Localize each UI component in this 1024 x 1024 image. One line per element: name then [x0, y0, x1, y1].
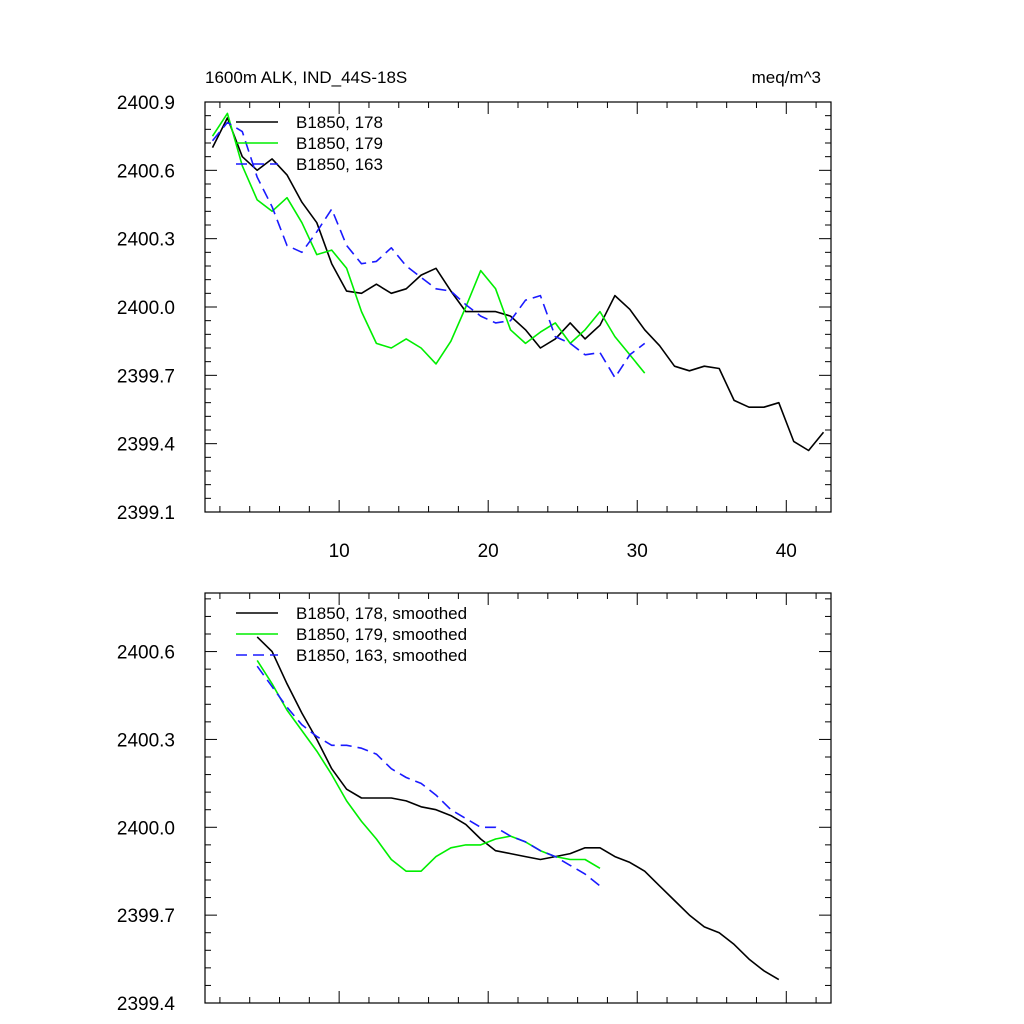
y-tick-label: 2400.0: [117, 298, 175, 319]
series-line-1: [211, 117, 825, 452]
y-tick-label: 2399.7: [117, 366, 175, 387]
series-line-3: [256, 665, 601, 887]
units-label: meq/m^3: [752, 68, 821, 87]
top-panel: 1600m ALK, IND_44S-18S meq/m^3 2399.1 2399.…: [117, 68, 832, 562]
x-tick-label: 20: [478, 541, 499, 562]
legend-label: B1850, 179: [296, 134, 383, 153]
y-tick-label: 2400.6: [117, 161, 175, 182]
series-line-3: [211, 121, 646, 379]
legend-label: B1850, 163, smoothed: [296, 646, 467, 665]
series-line-2: [211, 112, 646, 374]
x-tick-label: 40: [776, 541, 797, 562]
y-tick-label: 2400.9: [117, 93, 175, 114]
y-tick-label: 2399.1: [117, 503, 175, 524]
y-tick-label: 2400.3: [117, 230, 175, 251]
x-tick-label: 30: [627, 541, 648, 562]
y-tick-label: 2400.6: [117, 643, 175, 664]
chart-title: 1600m ALK, IND_44S-18S: [205, 68, 407, 87]
series-line-1: [256, 636, 780, 981]
y-tick-label: 2399.4: [117, 994, 176, 1015]
series-line-2: [256, 659, 601, 873]
y-tick-label: 2400.0: [117, 818, 175, 839]
y-tick-label: 2399.7: [117, 906, 175, 927]
y-tick-label: 2400.3: [117, 730, 175, 751]
legend-label: B1850, 179, smoothed: [296, 625, 467, 644]
bottom-panel: 2399.4 2399.7 2400.0 2400.3 2400.6 B1850, 178…: [117, 592, 832, 1015]
x-tick-label: 10: [329, 541, 350, 562]
legend-label: B1850, 178: [296, 113, 383, 132]
legend-label: B1850, 163: [296, 155, 383, 174]
legend-label: B1850, 178, smoothed: [296, 604, 467, 623]
y-tick-label: 2399.4: [117, 435, 176, 456]
